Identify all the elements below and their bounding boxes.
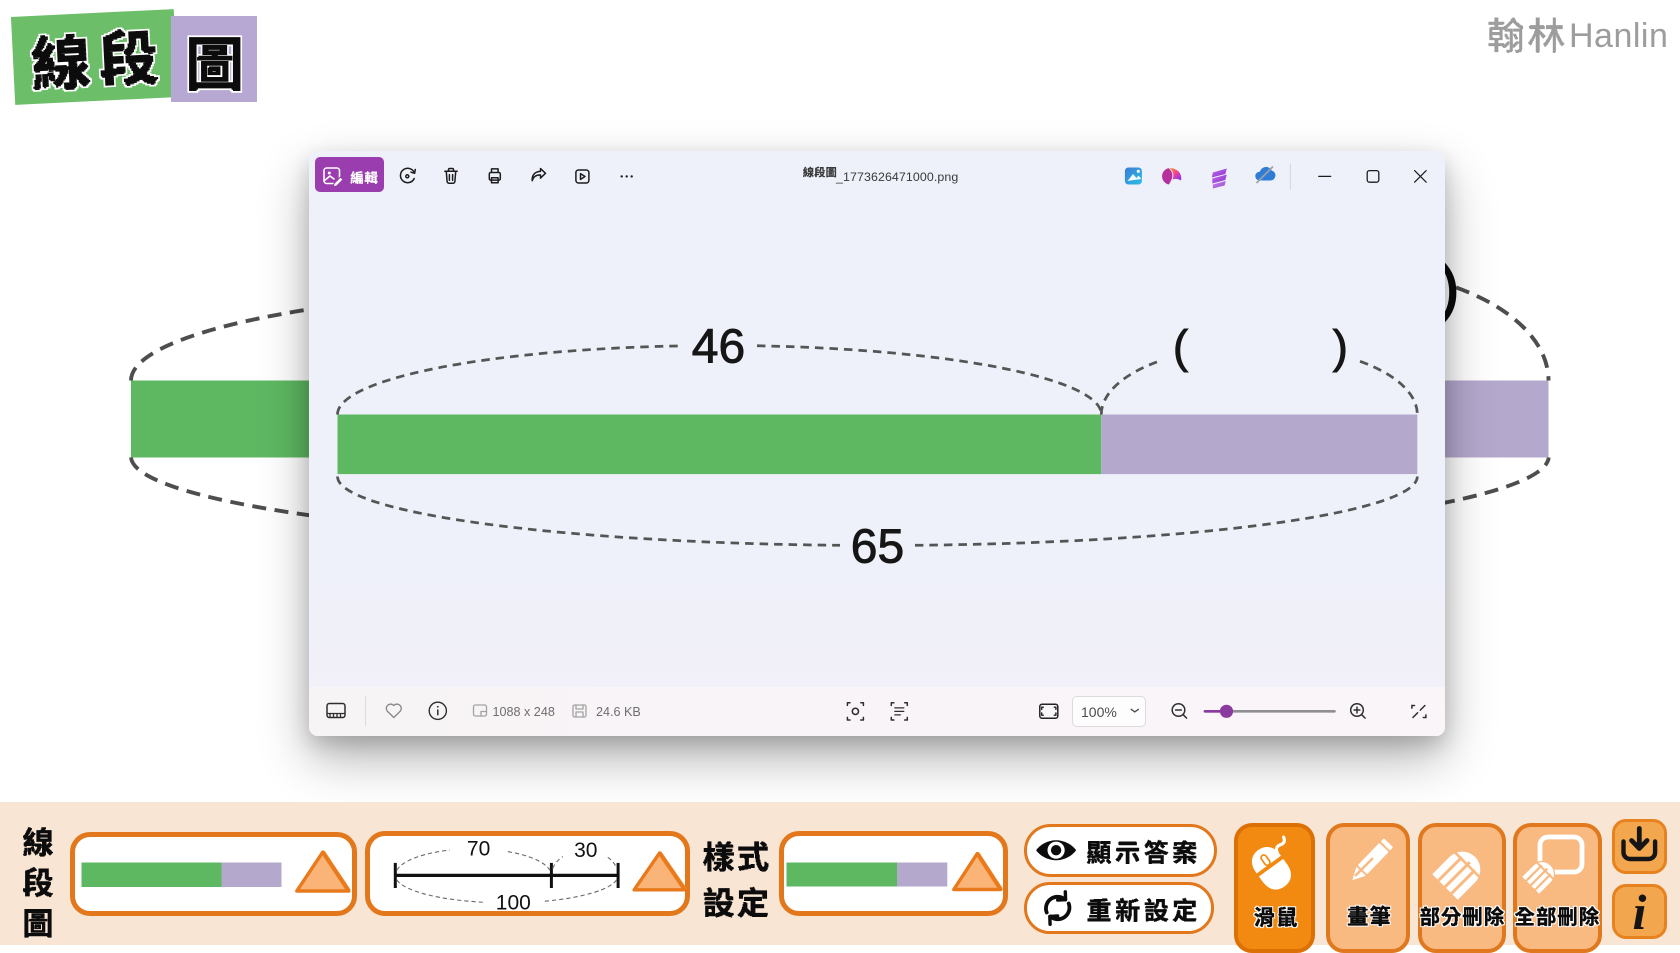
svg-text:i: i: [1633, 884, 1647, 940]
svg-text:30: 30: [574, 839, 597, 862]
svg-text:100: 100: [496, 892, 531, 915]
svg-text:): ): [1333, 320, 1348, 372]
svg-text:(: (: [1173, 320, 1189, 372]
svg-text:70: 70: [467, 837, 490, 860]
svg-text:65: 65: [851, 520, 904, 573]
svg-text:46: 46: [692, 320, 745, 373]
svg-text:Hanlin: Hanlin: [1569, 17, 1668, 55]
